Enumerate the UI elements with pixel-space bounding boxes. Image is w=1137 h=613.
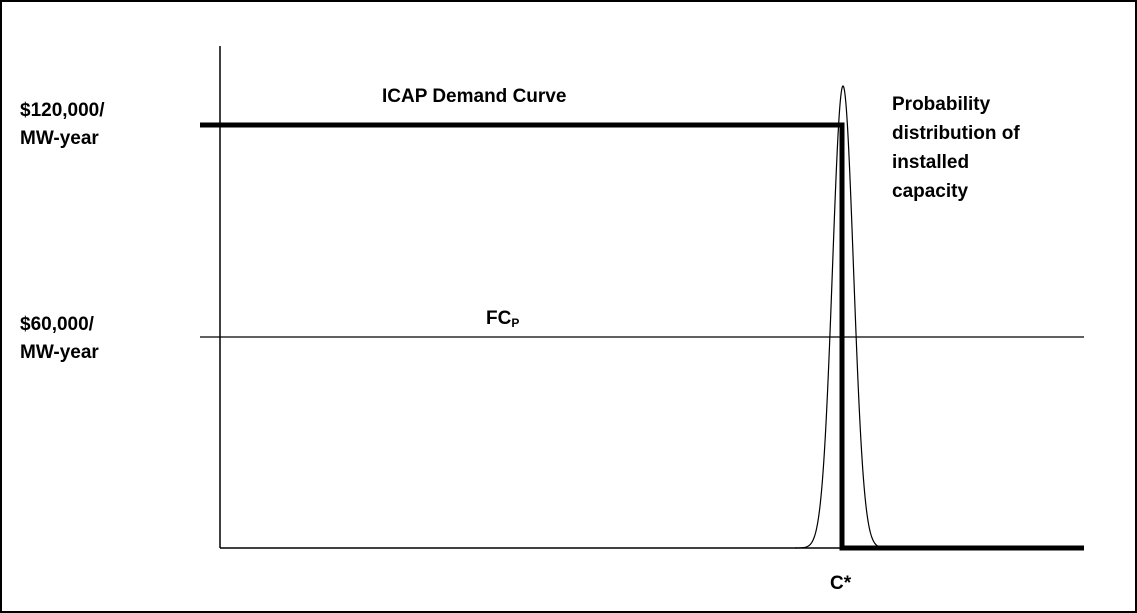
x-tick-label-c-star: C* — [830, 573, 852, 594]
distribution-label-line4: capacity — [892, 181, 968, 202]
fc-label: FCP — [486, 308, 519, 330]
y-tick-label-120000-line2: MW-year — [20, 128, 99, 149]
y-tick-label-120000-line1: $120,000/ — [20, 100, 105, 121]
distribution-label-line1: Probability — [892, 94, 991, 115]
distribution-label-line3: installed — [892, 152, 969, 173]
demand-curve-label: ICAP Demand Curve — [382, 86, 566, 107]
fc-label-main: FC — [486, 308, 512, 329]
fc-label-subscript: P — [511, 316, 519, 330]
icap-demand-curve — [200, 122, 1084, 551]
y-tick-label-60000-line2: MW-year — [20, 342, 99, 363]
distribution-label-line2: distribution of — [892, 123, 1020, 144]
y-tick-label-60000-line1: $60,000/ — [20, 314, 95, 335]
probability-distribution-curve — [794, 85, 892, 549]
